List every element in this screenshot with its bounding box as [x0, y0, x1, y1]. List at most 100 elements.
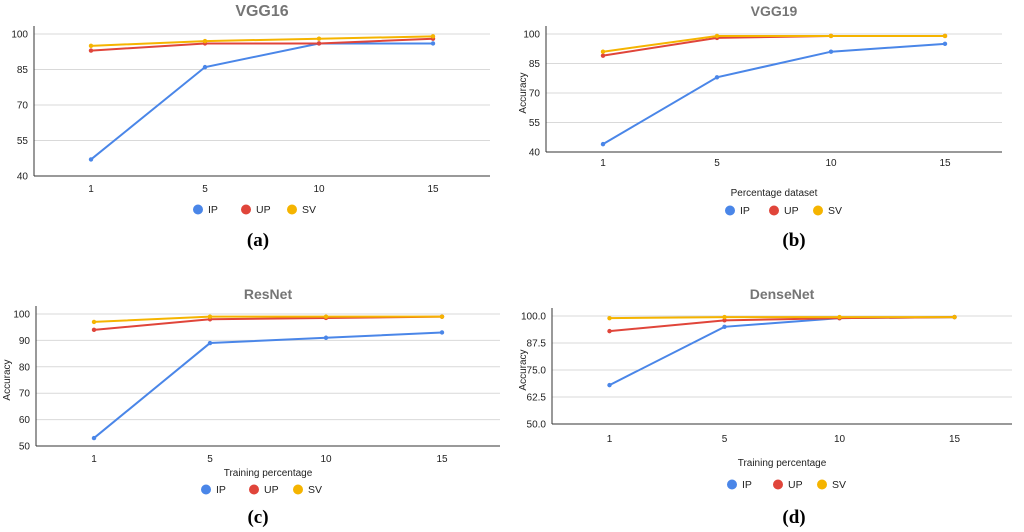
- y-tick-label: 90: [19, 336, 31, 347]
- legend-marker-sv: [293, 484, 303, 495]
- data-point-up: [722, 318, 727, 323]
- data-point-sv: [722, 314, 727, 320]
- series-line-sv: [93, 315, 442, 323]
- data-point-up: [600, 53, 606, 58]
- x-tick-label: 1: [600, 158, 606, 169]
- y-axis-label: Accuracy: [2, 359, 13, 400]
- data-point-ip: [828, 49, 834, 54]
- series-line-sv: [90, 35, 434, 47]
- legend-marker-sv: [287, 204, 297, 215]
- legend-label-ip: IP: [740, 205, 750, 217]
- caption-d: (d): [782, 507, 806, 528]
- chart-panel-d: DenseNet 50.0 62.5 75.0 87.5 100.0 1 5 10 15 Train…: [512, 266, 1024, 532]
- legend-marker-ip: [727, 479, 737, 490]
- data-point-up: [88, 48, 94, 53]
- data-point-ip: [202, 64, 208, 70]
- x-tick-label: 15: [436, 454, 448, 465]
- data-point-ip: [607, 382, 612, 388]
- y-tick-label: 80: [19, 362, 31, 373]
- y-tick-label: 100: [11, 30, 28, 41]
- data-point-sv: [837, 314, 842, 320]
- y-tick-label: 70: [19, 389, 31, 400]
- legend-marker-up: [249, 484, 259, 495]
- legend-label-sv: SV: [302, 204, 316, 216]
- data-point-sv: [600, 49, 606, 54]
- data-point-ip: [88, 157, 94, 162]
- series-line-sv: [602, 34, 945, 53]
- y-tick-label: 50.0: [527, 420, 547, 431]
- x-tick-label: 5: [207, 454, 213, 465]
- chart-title: DenseNet: [750, 286, 815, 302]
- legend-label-up: UP: [264, 484, 279, 496]
- data-point-up: [316, 41, 322, 46]
- series-line-ip: [602, 42, 946, 145]
- caption-a: (a): [246, 230, 270, 251]
- x-tick-label: 1: [88, 184, 94, 195]
- chart-title: ResNet: [244, 286, 293, 302]
- series-line-sv: [609, 316, 955, 320]
- x-tick-label: 10: [313, 184, 325, 195]
- y-tick-label: 70: [529, 89, 541, 100]
- data-point-sv: [207, 314, 213, 319]
- legend-label-sv: SV: [832, 479, 846, 491]
- series-line-up: [609, 316, 955, 333]
- x-tick-label: 5: [714, 158, 720, 169]
- x-tick-label: 10: [320, 454, 332, 465]
- legend-label-sv: SV: [828, 205, 842, 217]
- data-point-ip: [91, 435, 97, 441]
- legend-marker-ip: [201, 484, 211, 495]
- y-tick-label: 40: [17, 172, 29, 183]
- y-tick-label: 55: [529, 118, 541, 129]
- data-point-sv: [430, 34, 436, 39]
- x-tick-label: 1: [91, 454, 97, 465]
- x-tick-label: 15: [939, 158, 951, 169]
- data-point-sv: [439, 314, 445, 319]
- data-point-ip: [714, 75, 720, 80]
- data-point-up: [91, 327, 97, 333]
- series-line-ip: [90, 42, 433, 161]
- series-line-up: [90, 37, 434, 52]
- data-point-ip: [430, 41, 436, 46]
- y-tick-label: 62.5: [527, 393, 547, 404]
- y-tick-label: 60: [19, 415, 31, 426]
- x-tick-label: 15: [427, 184, 439, 195]
- data-point-sv: [323, 314, 329, 319]
- x-tick-label: 15: [949, 434, 961, 445]
- y-tick-label: 40: [529, 148, 541, 159]
- series-line-ip: [609, 316, 955, 387]
- y-tick-label: 100: [523, 30, 540, 41]
- x-tick-label: 5: [722, 434, 728, 445]
- chart-panel-b: VGG19 40 55 70 85 100 1 5 10 15 Percentage dataset…: [512, 0, 1024, 266]
- data-point-ip: [600, 141, 606, 147]
- data-point-ip: [722, 324, 727, 329]
- caption-b: (b): [782, 230, 806, 251]
- legend-marker-up: [773, 479, 783, 490]
- chart-panel-a: VGG16 40 55 70 85 100 1 5 10 15 IP UP SV: [0, 0, 512, 266]
- x-axis-label: Percentage dataset: [731, 188, 818, 199]
- legend-label-up: UP: [256, 204, 271, 216]
- data-point-sv: [952, 314, 957, 320]
- y-tick-label: 100: [13, 310, 30, 321]
- chart-panel-c: ResNet 50 60 70 80 90 100 1 5 10 15 Training percen…: [0, 266, 512, 532]
- legend-marker-sv: [813, 205, 823, 216]
- data-point-ip: [323, 335, 329, 340]
- legend-marker-up: [769, 205, 779, 216]
- data-point-sv: [607, 315, 612, 321]
- data-point-ip: [439, 330, 445, 335]
- y-tick-label: 87.5: [527, 339, 547, 350]
- data-point-ip: [207, 340, 213, 346]
- y-tick-label: 75.0: [527, 366, 547, 377]
- data-point-sv: [88, 43, 94, 49]
- x-tick-label: 1: [607, 434, 613, 445]
- data-point-up: [607, 328, 612, 334]
- chart-title: VGG19: [751, 3, 798, 19]
- caption-c: (c): [247, 507, 269, 528]
- data-point-ip: [942, 41, 948, 47]
- legend-label-up: UP: [784, 205, 799, 217]
- y-tick-label: 85: [529, 59, 541, 70]
- data-point-sv: [828, 33, 834, 39]
- legend-label-ip: IP: [208, 204, 218, 216]
